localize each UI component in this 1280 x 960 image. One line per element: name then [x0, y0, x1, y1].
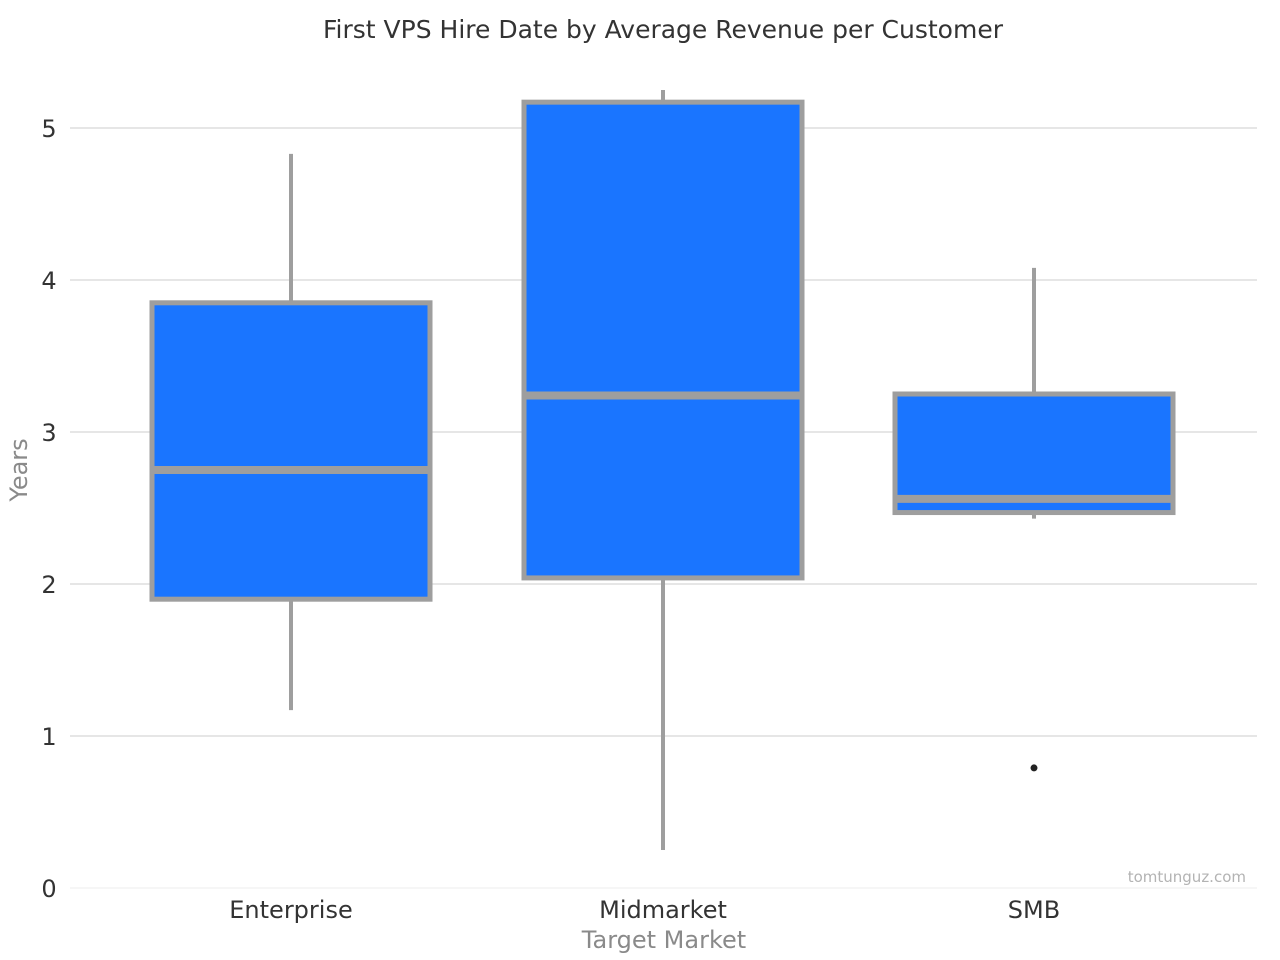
- y-axis-ticks: 0 1 2 3 4 5: [41, 115, 56, 903]
- iqr-box: [521, 99, 805, 581]
- y-axis-title: Years: [5, 438, 33, 502]
- x-axis-ticks: Enterprise Midmarket SMB: [229, 896, 1060, 924]
- y-tick-label-5: 5: [41, 115, 56, 143]
- box-enterprise: [149, 153, 433, 711]
- chart-title: First VPS Hire Date by Average Revenue p…: [323, 15, 1004, 44]
- y-tick-label-3: 3: [41, 419, 56, 447]
- box-smb: [892, 267, 1176, 772]
- iqr-box: [149, 300, 433, 602]
- y-tick-label-1: 1: [41, 723, 56, 751]
- y-tick-label-2: 2: [41, 571, 56, 599]
- x-tick-label-enterprise: Enterprise: [229, 896, 352, 924]
- iqr-box: [892, 391, 1176, 516]
- box-midmarket: [521, 90, 805, 850]
- x-axis-title: Target Market: [581, 926, 746, 954]
- y-tick-label-4: 4: [41, 267, 56, 295]
- y-tick-label-0: 0: [41, 875, 56, 903]
- x-tick-label-smb: SMB: [1008, 896, 1060, 924]
- watermark: tomtunguz.com: [1128, 868, 1246, 886]
- boxes: [149, 90, 1176, 850]
- outlier-point: [1030, 764, 1038, 772]
- x-tick-label-midmarket: Midmarket: [599, 896, 727, 924]
